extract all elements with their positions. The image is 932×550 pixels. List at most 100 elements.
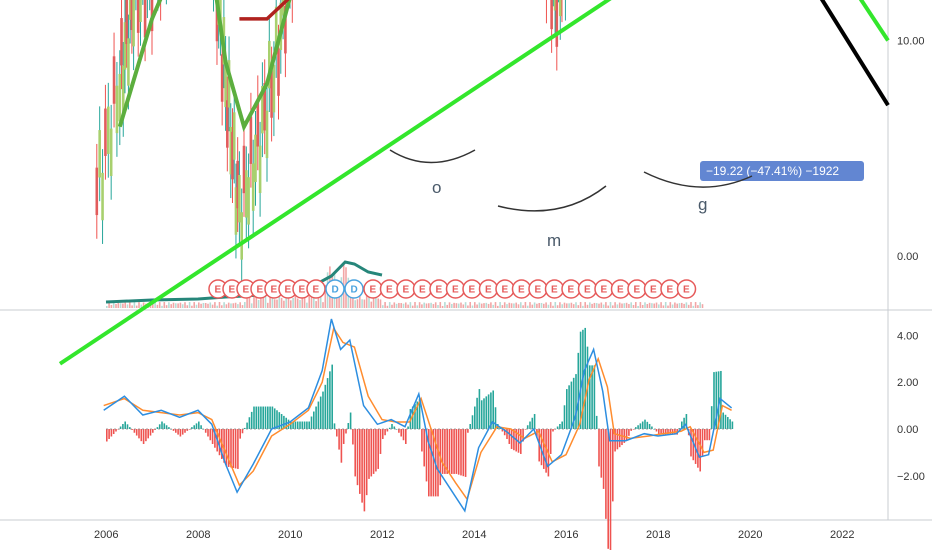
volume-bar xyxy=(455,303,458,308)
volume-bar xyxy=(701,304,704,308)
event-badge-label: E xyxy=(650,285,657,296)
histogram-bar xyxy=(425,429,428,482)
histogram-bar xyxy=(287,419,290,429)
histogram-bar xyxy=(607,429,609,549)
volume-bar xyxy=(211,304,214,308)
histogram-bar xyxy=(568,385,570,429)
volume-bar xyxy=(191,305,193,308)
volume-bar xyxy=(308,296,310,308)
histogram-bar xyxy=(464,429,467,477)
event-badge-label: E xyxy=(215,285,222,296)
volume-bar xyxy=(515,302,517,308)
event-badge-label: E xyxy=(436,285,443,296)
time-tick-label: 2014 xyxy=(462,529,486,541)
volume-bar xyxy=(315,301,317,308)
histogram-bar xyxy=(301,421,304,429)
oscillator-histogram xyxy=(106,327,734,550)
histogram-bar xyxy=(683,417,685,429)
volume-bar xyxy=(257,300,260,308)
volume-bar xyxy=(559,302,561,308)
event-badge-label: E xyxy=(370,285,377,296)
histogram-bar xyxy=(490,392,492,429)
volume-bar xyxy=(662,305,665,308)
histogram-bar xyxy=(524,429,527,430)
volume-bar xyxy=(595,303,598,308)
volume-bar xyxy=(260,297,262,308)
volume-bar xyxy=(517,304,520,308)
histogram-bar xyxy=(246,422,248,429)
histogram-bar xyxy=(363,429,366,512)
volume-bar xyxy=(533,302,536,308)
volume-bar xyxy=(423,302,425,308)
volume-bar xyxy=(172,302,175,308)
volume-bar xyxy=(407,304,409,308)
candle-body xyxy=(101,172,104,221)
histogram-bar xyxy=(365,429,368,496)
volume-bar xyxy=(609,302,612,308)
volume-bar xyxy=(589,302,591,308)
histogram-bar xyxy=(349,412,352,429)
histogram-bar xyxy=(704,429,706,441)
histogram-bar xyxy=(460,429,462,476)
histogram-bar xyxy=(692,429,695,461)
histogram-bar xyxy=(451,429,453,474)
histogram-bar xyxy=(152,429,154,433)
volume-bar xyxy=(294,292,297,308)
volume-bar xyxy=(299,300,301,308)
histogram-bar xyxy=(400,429,402,437)
histogram-bar xyxy=(667,429,669,435)
candle-body xyxy=(132,0,135,47)
volume-bar xyxy=(641,304,644,308)
histogram-bar xyxy=(625,429,628,441)
volume-bar xyxy=(683,303,685,308)
event-badge-label: E xyxy=(243,285,250,296)
volume-bar xyxy=(639,302,642,308)
volume-bar xyxy=(630,302,632,308)
candle-body xyxy=(277,48,280,96)
volume-bar xyxy=(531,304,534,308)
volume-bar xyxy=(363,299,366,308)
volume-bar xyxy=(248,295,251,308)
volume-bar xyxy=(687,304,690,308)
histogram-bar xyxy=(395,429,398,430)
histogram-bar xyxy=(352,429,354,445)
histogram-bar xyxy=(377,429,379,469)
volume-bar xyxy=(269,293,271,308)
volume-bar xyxy=(651,303,653,308)
volume-bar xyxy=(501,305,504,308)
histogram-bar xyxy=(727,417,729,429)
volume-bar xyxy=(317,294,320,308)
time-tick-label: 2010 xyxy=(278,529,302,541)
candle-body xyxy=(123,22,127,70)
histogram-bar xyxy=(175,429,177,433)
volume-bar xyxy=(214,302,216,308)
histogram-bar xyxy=(701,429,704,456)
histogram-bar xyxy=(474,406,476,429)
event-badge-label: E xyxy=(469,285,476,296)
candle-body xyxy=(107,106,110,154)
histogram-bar xyxy=(646,421,649,429)
histogram-bar xyxy=(142,429,145,444)
histogram-bar xyxy=(248,417,251,429)
histogram-bar xyxy=(418,399,421,429)
histogram-bar xyxy=(398,429,400,433)
volume-bar xyxy=(694,302,697,308)
event-badge-label: E xyxy=(403,285,410,296)
volume-bar xyxy=(685,302,688,308)
volume-bar xyxy=(365,295,368,308)
osc-tick-label: −2.00 xyxy=(897,471,925,483)
histogram-bar xyxy=(729,419,731,429)
histogram-bar xyxy=(340,429,343,463)
volume-bar xyxy=(234,302,237,308)
candle-body xyxy=(238,174,241,223)
volume-bar xyxy=(503,302,506,308)
volume-bar xyxy=(441,305,444,308)
histogram-bar xyxy=(570,381,573,429)
event-badge-label: E xyxy=(485,285,492,296)
histogram-bar xyxy=(342,429,345,444)
histogram-bar xyxy=(513,429,515,451)
histogram-bar xyxy=(469,424,471,429)
histogram-bar xyxy=(708,429,711,441)
histogram-bar xyxy=(641,421,644,429)
